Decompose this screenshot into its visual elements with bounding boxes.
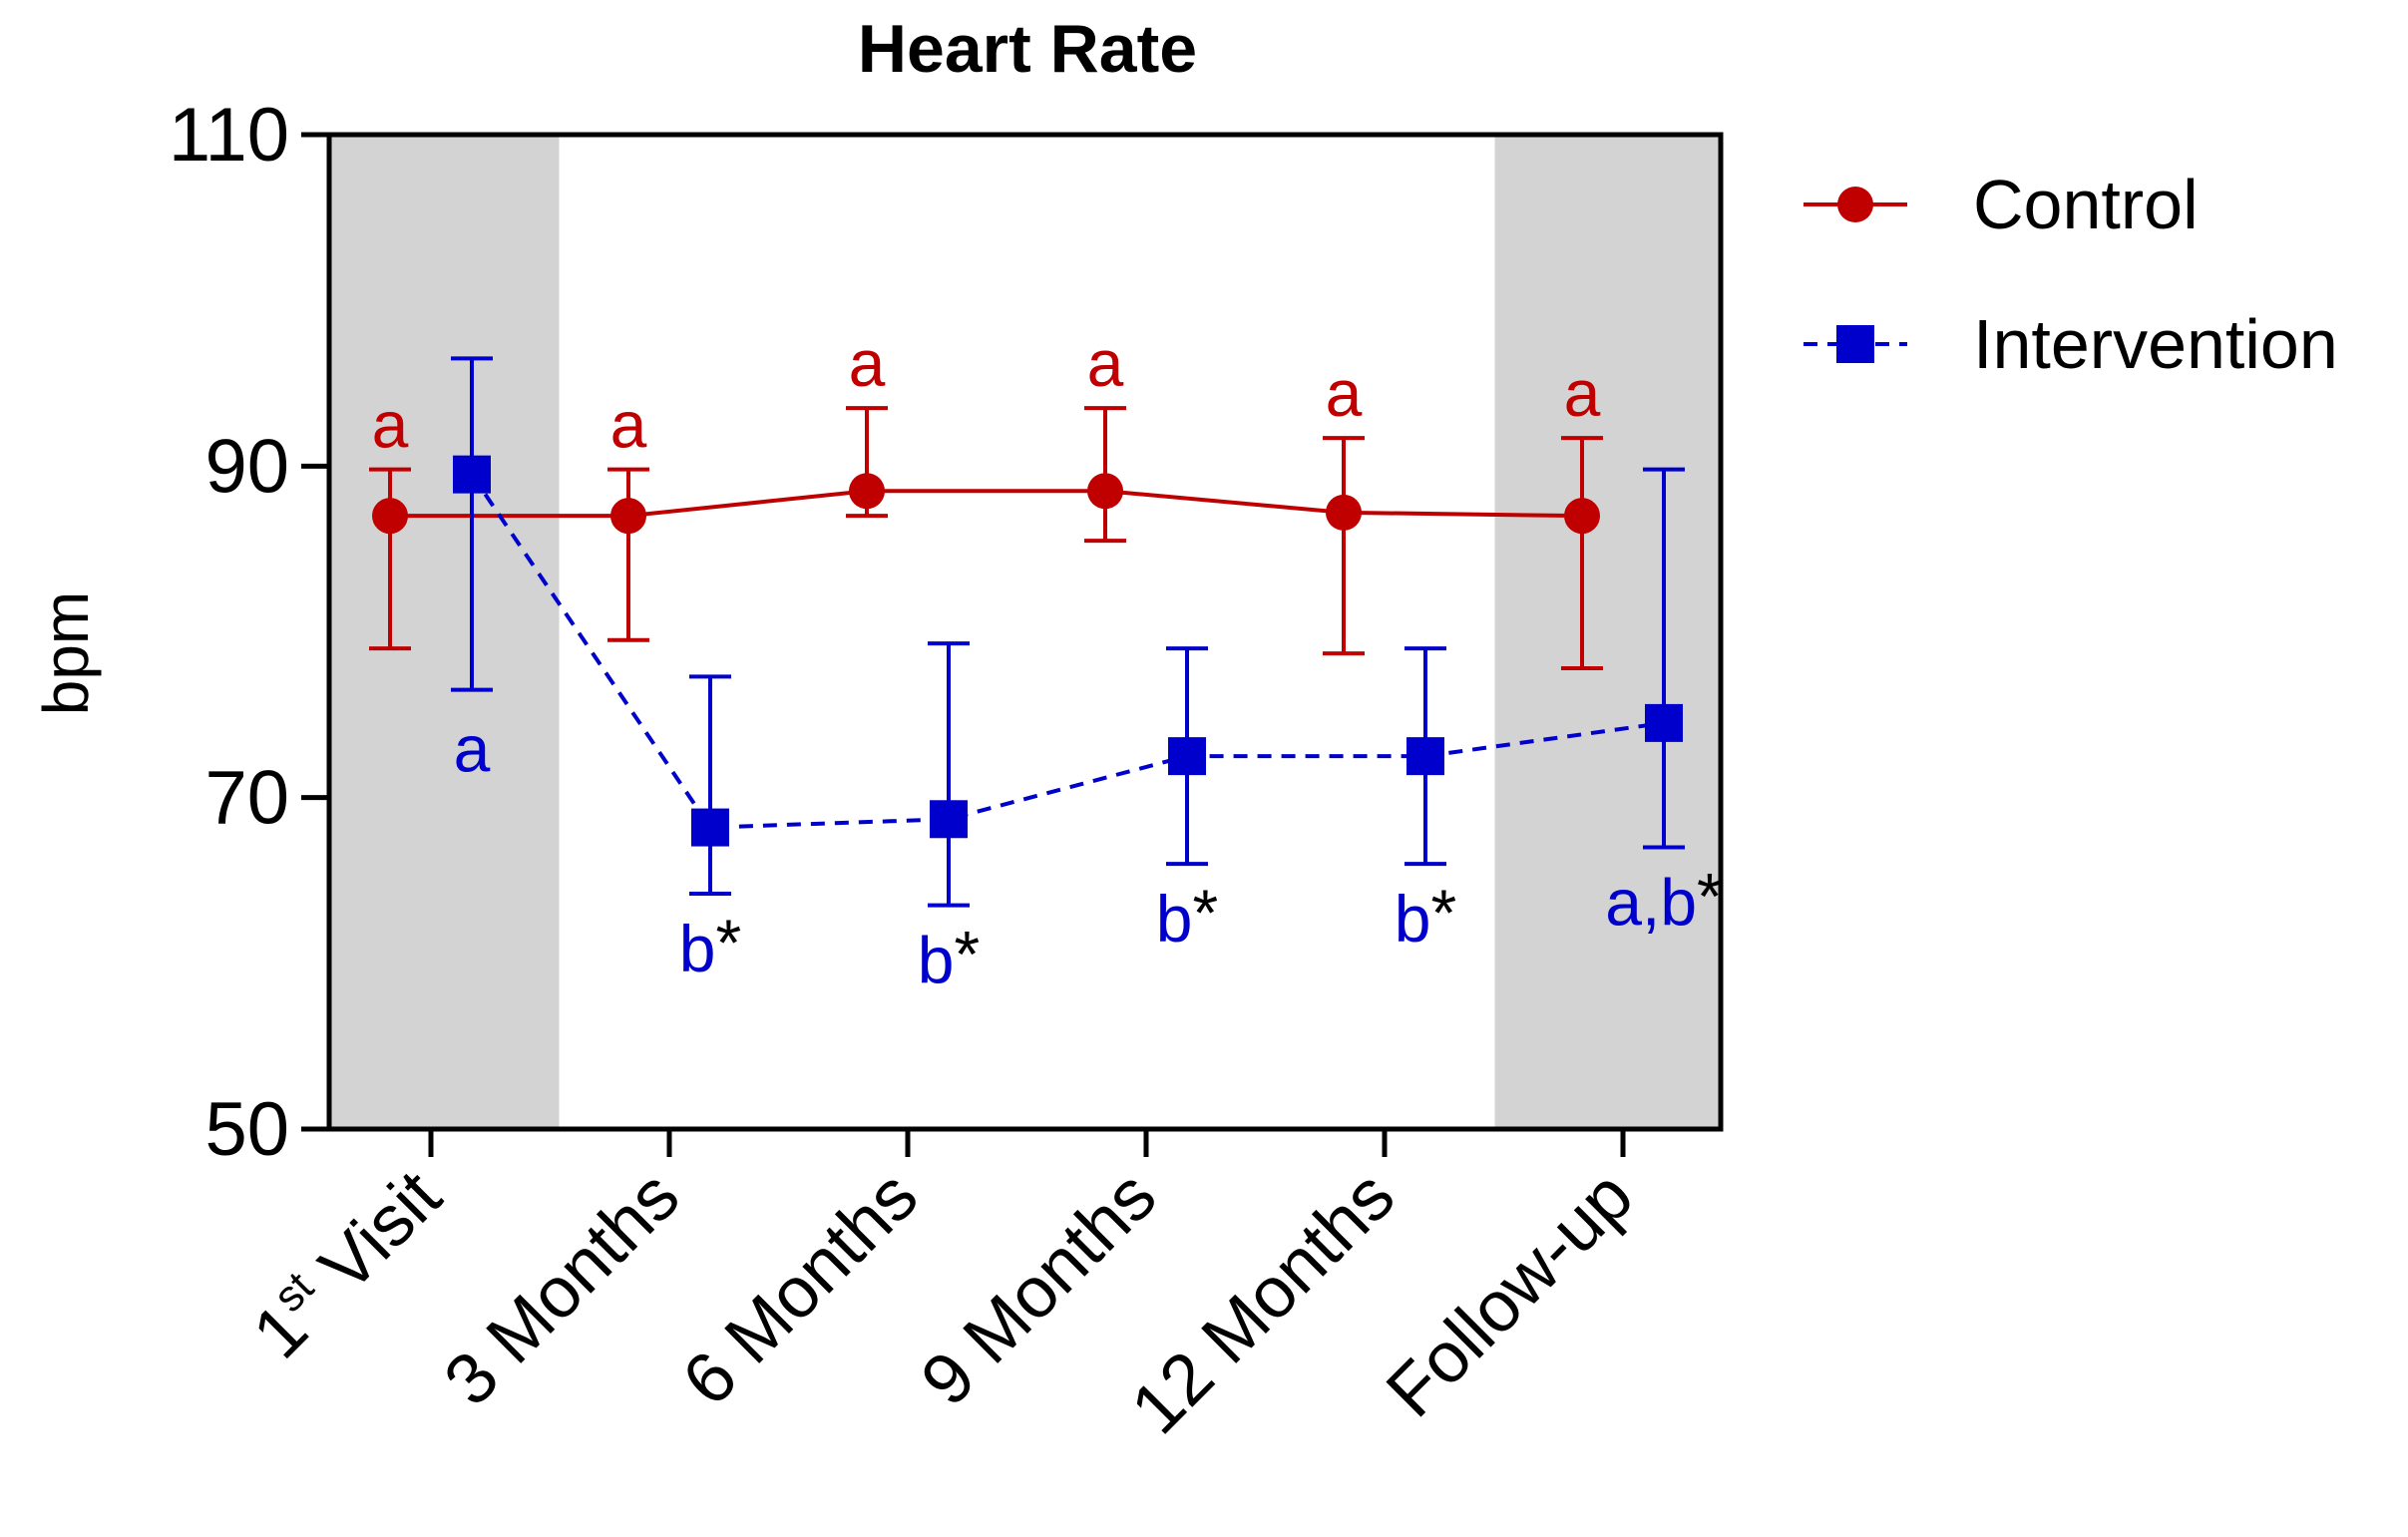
chart-title: Heart Rate bbox=[858, 11, 1197, 87]
x-tick-label: 12 Months bbox=[1116, 1156, 1409, 1449]
legend-item-control: Control bbox=[1804, 166, 2199, 243]
data-point bbox=[453, 455, 491, 494]
significance-label: a bbox=[849, 326, 886, 400]
x-tick-label: Follow-up bbox=[1372, 1156, 1648, 1432]
data-point bbox=[1087, 473, 1123, 510]
significance-label: a bbox=[1564, 356, 1601, 430]
legend: Control Intervention bbox=[1804, 166, 2338, 383]
legend-label: Intervention bbox=[1973, 305, 2338, 383]
significance-label: a,b* bbox=[1605, 860, 1722, 940]
data-point bbox=[1326, 494, 1362, 531]
data-point bbox=[849, 473, 885, 510]
legend-label: Control bbox=[1973, 166, 2199, 243]
significance-label: a bbox=[1087, 326, 1124, 400]
shaded-region bbox=[329, 135, 560, 1129]
significance-label: a bbox=[372, 388, 409, 462]
series-line bbox=[470, 473, 1665, 830]
plot-frame bbox=[326, 132, 1724, 1132]
shaded-region bbox=[1494, 135, 1721, 1129]
data-point bbox=[1406, 737, 1444, 776]
significance-label: a bbox=[1326, 356, 1363, 430]
series-line bbox=[390, 489, 1583, 519]
significance-label: a bbox=[610, 388, 647, 462]
significance-label: b* bbox=[918, 918, 980, 997]
data-point bbox=[610, 498, 646, 535]
data-point bbox=[691, 808, 729, 847]
series-intervention: a b* b* b* b* a,b* bbox=[451, 356, 1723, 997]
legend-marker bbox=[1837, 187, 1873, 222]
y-tick-label: 70 bbox=[204, 756, 289, 841]
data-point bbox=[372, 498, 408, 535]
x-tick-label: 3 Months bbox=[429, 1156, 694, 1421]
x-tick-label: 1st Visit bbox=[236, 1154, 457, 1374]
y-axis-label: bpm bbox=[30, 591, 102, 716]
legend-marker bbox=[1836, 325, 1874, 363]
significance-label: b* bbox=[679, 906, 741, 985]
data-series: a a a a a a a b* b* b* b* a,b* bbox=[369, 326, 1723, 997]
data-point bbox=[1645, 703, 1683, 742]
y-tick-label: 50 bbox=[204, 1087, 289, 1172]
y-tick-label: 110 bbox=[169, 93, 289, 178]
y-tick-label: 90 bbox=[204, 424, 289, 509]
data-point bbox=[930, 800, 968, 839]
significance-label: a bbox=[454, 712, 491, 786]
series-control: a aa a a a bbox=[369, 326, 1603, 671]
data-point bbox=[1564, 498, 1600, 535]
significance-label: b* bbox=[1156, 876, 1218, 956]
significance-label: b* bbox=[1395, 876, 1456, 956]
data-point bbox=[1168, 737, 1206, 776]
x-tick-label: 6 Months bbox=[667, 1156, 933, 1421]
shaded-regions bbox=[329, 135, 1721, 1129]
legend-item-intervention: Intervention bbox=[1804, 305, 2338, 383]
